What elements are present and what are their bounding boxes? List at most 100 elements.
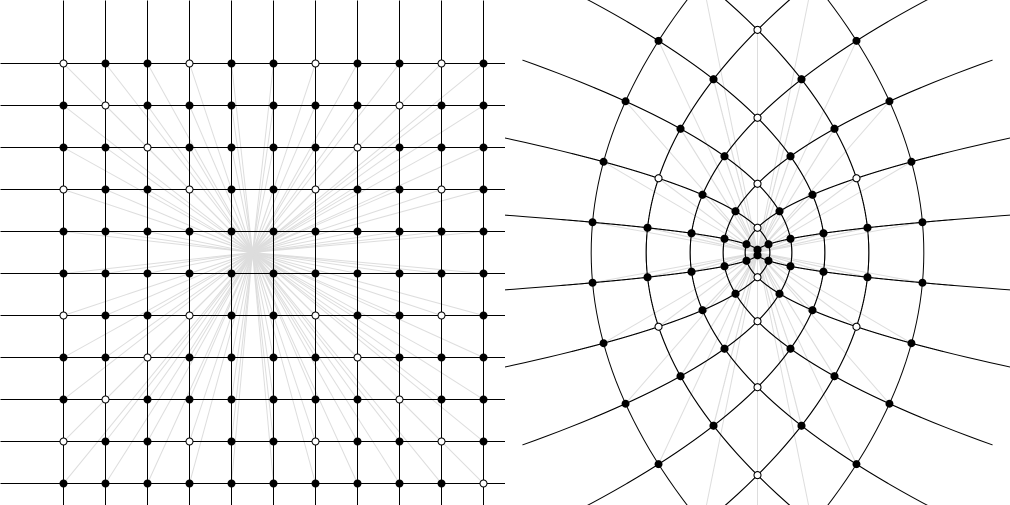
node-closed — [919, 279, 926, 286]
node-open — [438, 186, 445, 193]
node-closed — [186, 396, 193, 403]
node-closed — [743, 257, 750, 264]
node-closed — [480, 438, 487, 445]
node-closed — [228, 312, 235, 319]
node-open — [102, 396, 109, 403]
node-closed — [754, 252, 761, 259]
node-closed — [396, 480, 403, 487]
node-closed — [144, 438, 151, 445]
node-closed — [732, 208, 739, 215]
conformal-grid-diagram — [505, 0, 1010, 505]
node-closed — [270, 480, 277, 487]
node-closed — [270, 186, 277, 193]
node-closed — [622, 98, 629, 105]
node-closed — [655, 37, 662, 44]
node-closed — [809, 307, 816, 314]
node-closed — [186, 354, 193, 361]
cartesian-grid-diagram — [0, 0, 505, 505]
node-closed — [600, 340, 607, 347]
node-open — [186, 186, 193, 193]
node-closed — [864, 224, 871, 231]
node-open — [312, 438, 319, 445]
node-closed — [354, 312, 361, 319]
node-closed — [102, 60, 109, 67]
node-closed — [787, 345, 794, 352]
node-closed — [396, 312, 403, 319]
node-closed — [765, 241, 772, 248]
node-closed — [102, 144, 109, 151]
node-closed — [102, 480, 109, 487]
node-open — [754, 318, 761, 325]
node-open — [396, 102, 403, 109]
node-closed — [589, 279, 596, 286]
node-open — [438, 438, 445, 445]
node-open — [754, 26, 761, 33]
node-closed — [270, 438, 277, 445]
node-open — [312, 312, 319, 319]
node-closed — [144, 60, 151, 67]
node-closed — [312, 480, 319, 487]
node-closed — [831, 373, 838, 380]
node-closed — [102, 438, 109, 445]
node-closed — [787, 263, 794, 270]
node-closed — [144, 480, 151, 487]
node-closed — [270, 228, 277, 235]
node-closed — [144, 102, 151, 109]
node-open — [438, 312, 445, 319]
node-closed — [60, 228, 67, 235]
node-closed — [60, 102, 67, 109]
node-closed — [228, 186, 235, 193]
node-closed — [787, 235, 794, 242]
node-closed — [144, 312, 151, 319]
node-closed — [699, 307, 706, 314]
node-closed — [228, 270, 235, 277]
node-closed — [644, 274, 651, 281]
node-closed — [919, 219, 926, 226]
node-open — [60, 186, 67, 193]
node-closed — [270, 102, 277, 109]
node-closed — [732, 290, 739, 297]
node-closed — [186, 228, 193, 235]
node-closed — [186, 270, 193, 277]
node-closed — [721, 235, 728, 242]
node-closed — [144, 396, 151, 403]
node-closed — [396, 60, 403, 67]
node-closed — [438, 102, 445, 109]
node-closed — [186, 102, 193, 109]
node-closed — [721, 263, 728, 270]
figure-container — [0, 0, 1010, 505]
node-closed — [312, 396, 319, 403]
node-open — [312, 60, 319, 67]
node-closed — [820, 230, 827, 237]
node-closed — [438, 228, 445, 235]
node-closed — [710, 76, 717, 83]
node-closed — [886, 400, 893, 407]
node-closed — [721, 345, 728, 352]
node-open — [60, 438, 67, 445]
node-open — [754, 224, 761, 231]
node-closed — [600, 158, 607, 165]
node-closed — [396, 144, 403, 151]
node-open — [754, 384, 761, 391]
node-closed — [228, 354, 235, 361]
left-panel — [0, 0, 505, 505]
node-closed — [354, 228, 361, 235]
node-closed — [886, 98, 893, 105]
node-closed — [312, 102, 319, 109]
node-open — [754, 472, 761, 479]
node-closed — [354, 60, 361, 67]
node-open — [354, 144, 361, 151]
node-open — [754, 114, 761, 121]
node-closed — [743, 241, 750, 248]
node-closed — [312, 144, 319, 151]
node-open — [754, 180, 761, 187]
node-closed — [480, 186, 487, 193]
node-open — [853, 175, 860, 182]
node-closed — [102, 228, 109, 235]
node-closed — [480, 312, 487, 319]
node-closed — [102, 270, 109, 277]
node-closed — [480, 102, 487, 109]
node-closed — [721, 153, 728, 160]
node-closed — [102, 354, 109, 361]
node-closed — [228, 60, 235, 67]
